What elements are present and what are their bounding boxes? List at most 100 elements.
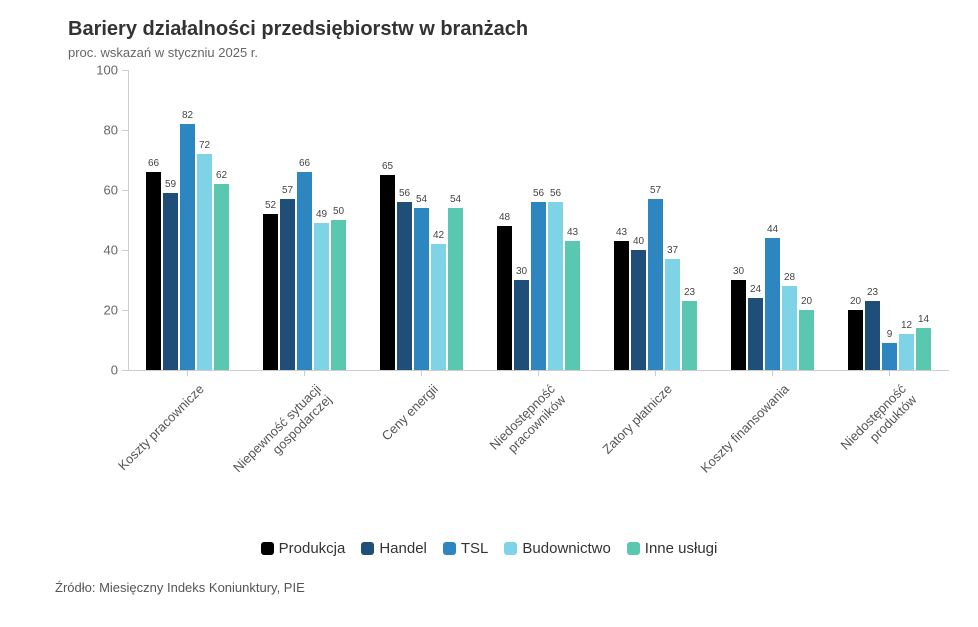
bar: 9 bbox=[882, 343, 897, 370]
bar-value-label: 72 bbox=[197, 140, 212, 151]
plot-area: 6659827262525766495065565442544830565643… bbox=[128, 70, 949, 371]
y-tick-label: 100 bbox=[68, 63, 118, 78]
x-tick-mark bbox=[655, 370, 656, 376]
x-tick-mark bbox=[421, 370, 422, 376]
bar: 43 bbox=[614, 241, 629, 370]
bar: 28 bbox=[782, 286, 797, 370]
bar-value-label: 23 bbox=[682, 287, 697, 298]
x-tick-mark bbox=[889, 370, 890, 376]
x-tick-mark bbox=[772, 370, 773, 376]
bar: 42 bbox=[431, 244, 446, 370]
bar-value-label: 20 bbox=[799, 296, 814, 307]
legend-label: Inne usługi bbox=[645, 540, 718, 557]
bar: 37 bbox=[665, 259, 680, 370]
bar-value-label: 9 bbox=[882, 329, 897, 340]
legend-item: Inne usługi bbox=[627, 540, 718, 557]
bar: 82 bbox=[180, 124, 195, 370]
bar-value-label: 30 bbox=[731, 266, 746, 277]
bar-value-label: 57 bbox=[648, 185, 663, 196]
bar: 54 bbox=[414, 208, 429, 370]
y-tick-label: 60 bbox=[68, 183, 118, 198]
bar-value-label: 56 bbox=[397, 188, 412, 199]
bar-value-label: 65 bbox=[380, 161, 395, 172]
bar: 65 bbox=[380, 175, 395, 370]
bar: 48 bbox=[497, 226, 512, 370]
bar: 56 bbox=[397, 202, 412, 370]
legend-item: TSL bbox=[443, 540, 489, 557]
legend: Produkcja Handel TSL Budownictwo Inne usługi bbox=[0, 540, 978, 559]
x-tick-label: Koszty pracownicze bbox=[90, 382, 207, 499]
bar-value-label: 62 bbox=[214, 170, 229, 181]
bar: 30 bbox=[514, 280, 529, 370]
bar: 12 bbox=[899, 334, 914, 370]
bar: 24 bbox=[748, 298, 763, 370]
bar-value-label: 37 bbox=[665, 245, 680, 256]
bar-group: 4830565643 bbox=[480, 70, 597, 370]
bar-value-label: 57 bbox=[280, 185, 295, 196]
chart-page: Bariery działalności przedsiębiorstw w b… bbox=[0, 0, 978, 627]
y-axis: 020406080100 bbox=[68, 70, 128, 370]
bar: 14 bbox=[916, 328, 931, 370]
bar: 44 bbox=[765, 238, 780, 370]
legend-item: Budownictwo bbox=[504, 540, 610, 557]
bar-value-label: 14 bbox=[916, 314, 931, 325]
bar-value-label: 43 bbox=[614, 227, 629, 238]
legend-label: TSL bbox=[461, 540, 489, 557]
bar-value-label: 54 bbox=[448, 194, 463, 205]
bar-value-label: 56 bbox=[531, 188, 546, 199]
x-tick-mark bbox=[187, 370, 188, 376]
x-tick-label: Koszty finansowania bbox=[675, 382, 792, 499]
bar: 56 bbox=[548, 202, 563, 370]
y-tick-label: 20 bbox=[68, 303, 118, 318]
x-tick-label: Ceny energii bbox=[324, 382, 441, 499]
bar-group: 6556544254 bbox=[363, 70, 480, 370]
chart-subtitle: proc. wskazań w styczniu 2025 r. bbox=[68, 45, 950, 60]
legend-swatch bbox=[627, 542, 640, 555]
bar: 57 bbox=[648, 199, 663, 370]
bar-value-label: 40 bbox=[631, 236, 646, 247]
bar-group: 202391214 bbox=[831, 70, 948, 370]
bar: 50 bbox=[331, 220, 346, 370]
bar: 62 bbox=[214, 184, 229, 370]
legend-label: Budownictwo bbox=[522, 540, 610, 557]
bar-value-label: 23 bbox=[865, 287, 880, 298]
legend-label: Handel bbox=[379, 540, 427, 557]
bar: 52 bbox=[263, 214, 278, 370]
bar-value-label: 49 bbox=[314, 209, 329, 220]
bar: 56 bbox=[531, 202, 546, 370]
legend-swatch bbox=[361, 542, 374, 555]
bar-value-label: 66 bbox=[297, 158, 312, 169]
bar-group: 6659827262 bbox=[129, 70, 246, 370]
legend-item: Produkcja bbox=[261, 540, 346, 557]
chart-title: Bariery działalności przedsiębiorstw w b… bbox=[68, 18, 950, 41]
bar-value-label: 24 bbox=[748, 284, 763, 295]
x-tick-label: Niedostępność pracowników bbox=[441, 382, 568, 509]
bar-value-label: 50 bbox=[331, 206, 346, 217]
bar: 43 bbox=[565, 241, 580, 370]
bar: 20 bbox=[799, 310, 814, 370]
bar-group: 4340573723 bbox=[597, 70, 714, 370]
bar: 20 bbox=[848, 310, 863, 370]
bar-value-label: 12 bbox=[899, 320, 914, 331]
legend-item: Handel bbox=[361, 540, 427, 557]
bar-value-label: 56 bbox=[548, 188, 563, 199]
bar-value-label: 44 bbox=[765, 224, 780, 235]
y-tick-label: 40 bbox=[68, 243, 118, 258]
bar-value-label: 43 bbox=[565, 227, 580, 238]
bar: 57 bbox=[280, 199, 295, 370]
x-tick-label: Niepewność sytuacji gospodarczej bbox=[207, 382, 334, 509]
bar: 30 bbox=[731, 280, 746, 370]
bar-group: 3024442820 bbox=[714, 70, 831, 370]
bar-value-label: 42 bbox=[431, 230, 446, 241]
bar-value-label: 20 bbox=[848, 296, 863, 307]
legend-label: Produkcja bbox=[279, 540, 346, 557]
bar: 49 bbox=[314, 223, 329, 370]
y-tick-label: 80 bbox=[68, 123, 118, 138]
bar: 72 bbox=[197, 154, 212, 370]
source-text: Źródło: Miesięczny Indeks Koniunktury, P… bbox=[55, 580, 305, 595]
y-tick-label: 0 bbox=[68, 363, 118, 378]
x-tick-label: Niedostępność produktów bbox=[792, 382, 919, 509]
x-tick-label: Zatory płatnicze bbox=[558, 382, 675, 499]
bar-value-label: 48 bbox=[497, 212, 512, 223]
bar: 66 bbox=[297, 172, 312, 370]
